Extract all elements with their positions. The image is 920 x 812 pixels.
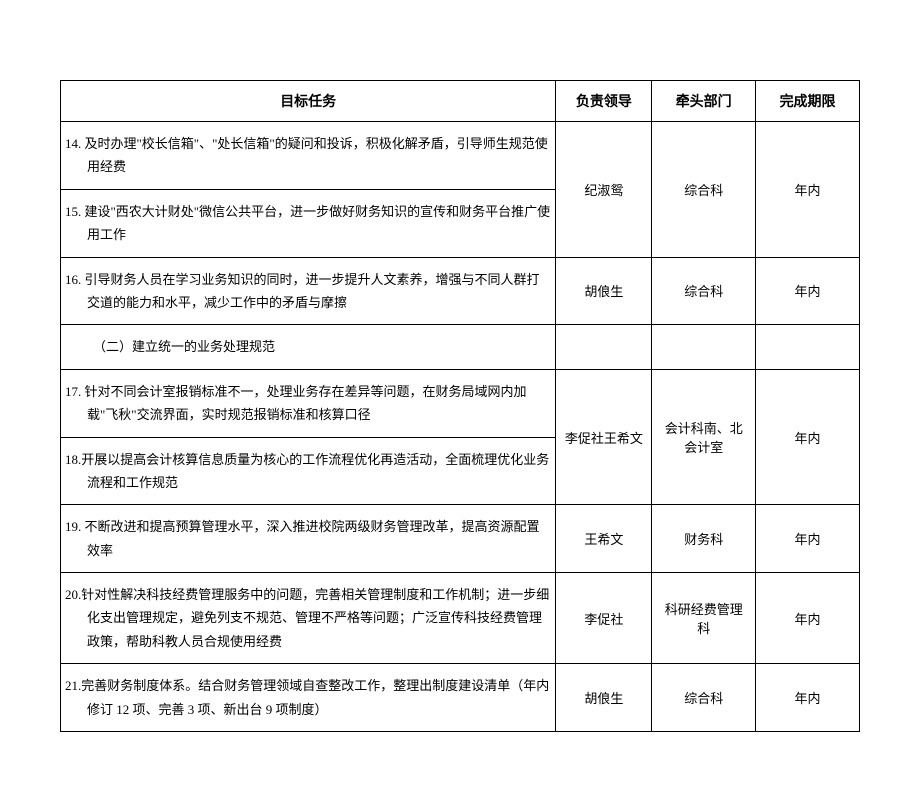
department-cell: 综合科 [652, 122, 756, 258]
task-text: 19. 不断改进和提高预算管理水平，深入推进校院两级财务管理改革，提高资源配置效… [65, 515, 551, 562]
table-body: 14. 及时办理"校长信箱"、"处长信箱"的疑问和投诉，积极化解矛盾，引导师生规… [61, 122, 860, 732]
empty-cell [652, 325, 756, 369]
task-text: 18.开展以提高会计核算信息质量为核心的工作流程优化再造活动，全面梳理优化业务流… [65, 448, 551, 495]
table-row: 20.针对性解决科技经费管理服务中的问题，完善相关管理制度和工作机制；进一步细化… [61, 573, 860, 664]
task-cell: 16. 引导财务人员在学习业务知识的同时，进一步提升人文素养，增强与不同人群打交… [61, 257, 556, 325]
leader-cell: 纪淑鸳 [556, 122, 652, 258]
header-leader: 负责领导 [556, 81, 652, 122]
header-deadline: 完成期限 [756, 81, 860, 122]
task-cell: 20.针对性解决科技经费管理服务中的问题，完善相关管理制度和工作机制；进一步细化… [61, 573, 556, 664]
leader-cell: 李促社王希文 [556, 369, 652, 505]
empty-cell [556, 325, 652, 369]
deadline-cell: 年内 [756, 369, 860, 505]
table-row: （二）建立统一的业务处理规范 [61, 325, 860, 369]
task-cell: 18.开展以提高会计核算信息质量为核心的工作流程优化再造活动，全面梳理优化业务流… [61, 437, 556, 505]
task-text: 20.针对性解决科技经费管理服务中的问题，完善相关管理制度和工作机制；进一步细化… [65, 583, 551, 653]
task-text: 16. 引导财务人员在学习业务知识的同时，进一步提升人文素养，增强与不同人群打交… [65, 268, 551, 315]
table-row: 21.完善财务制度体系。结合财务管理领域自查整改工作，整理出制度建设清单（年内修… [61, 664, 860, 732]
task-cell: （二）建立统一的业务处理规范 [61, 325, 556, 369]
department-cell: 综合科 [652, 664, 756, 732]
task-text: 17. 针对不同会计室报销标准不一，处理业务存在差异等问题，在财务局域网内加载"… [65, 380, 551, 427]
deadline-cell: 年内 [756, 505, 860, 573]
task-cell: 15. 建设"西农大计财处"微信公共平台，进一步做好财务知识的宣传和财务平台推广… [61, 189, 556, 257]
deadline-cell: 年内 [756, 122, 860, 258]
table-row: 19. 不断改进和提高预算管理水平，深入推进校院两级财务管理改革，提高资源配置效… [61, 505, 860, 573]
department-cell: 科研经费管理科 [652, 573, 756, 664]
leader-cell: 胡俍生 [556, 257, 652, 325]
task-text: 15. 建设"西农大计财处"微信公共平台，进一步做好财务知识的宣传和财务平台推广… [65, 200, 551, 247]
task-text: 14. 及时办理"校长信箱"、"处长信箱"的疑问和投诉，积极化解矛盾，引导师生规… [65, 132, 551, 179]
header-department: 牵头部门 [652, 81, 756, 122]
leader-cell: 胡俍生 [556, 664, 652, 732]
department-cell: 综合科 [652, 257, 756, 325]
table-row: 16. 引导财务人员在学习业务知识的同时，进一步提升人文素养，增强与不同人群打交… [61, 257, 860, 325]
table-row: 17. 针对不同会计室报销标准不一，处理业务存在差异等问题，在财务局域网内加载"… [61, 369, 860, 437]
header-row: 目标任务 负责领导 牵头部门 完成期限 [61, 81, 860, 122]
header-task: 目标任务 [61, 81, 556, 122]
leader-cell: 李促社 [556, 573, 652, 664]
department-cell: 会计科南、北会计室 [652, 369, 756, 505]
deadline-cell: 年内 [756, 573, 860, 664]
task-cell: 21.完善财务制度体系。结合财务管理领域自查整改工作，整理出制度建设清单（年内修… [61, 664, 556, 732]
department-cell: 财务科 [652, 505, 756, 573]
section-label: （二）建立统一的业务处理规范 [65, 339, 275, 354]
task-cell: 17. 针对不同会计室报销标准不一，处理业务存在差异等问题，在财务局域网内加载"… [61, 369, 556, 437]
table-row: 14. 及时办理"校长信箱"、"处长信箱"的疑问和投诉，积极化解矛盾，引导师生规… [61, 122, 860, 190]
task-cell: 19. 不断改进和提高预算管理水平，深入推进校院两级财务管理改革，提高资源配置效… [61, 505, 556, 573]
task-table: 目标任务 负责领导 牵头部门 完成期限 14. 及时办理"校长信箱"、"处长信箱… [60, 80, 860, 732]
leader-cell: 王希文 [556, 505, 652, 573]
deadline-cell: 年内 [756, 257, 860, 325]
deadline-cell: 年内 [756, 664, 860, 732]
task-cell: 14. 及时办理"校长信箱"、"处长信箱"的疑问和投诉，积极化解矛盾，引导师生规… [61, 122, 556, 190]
empty-cell [756, 325, 860, 369]
task-text: 21.完善财务制度体系。结合财务管理领域自查整改工作，整理出制度建设清单（年内修… [65, 674, 551, 721]
